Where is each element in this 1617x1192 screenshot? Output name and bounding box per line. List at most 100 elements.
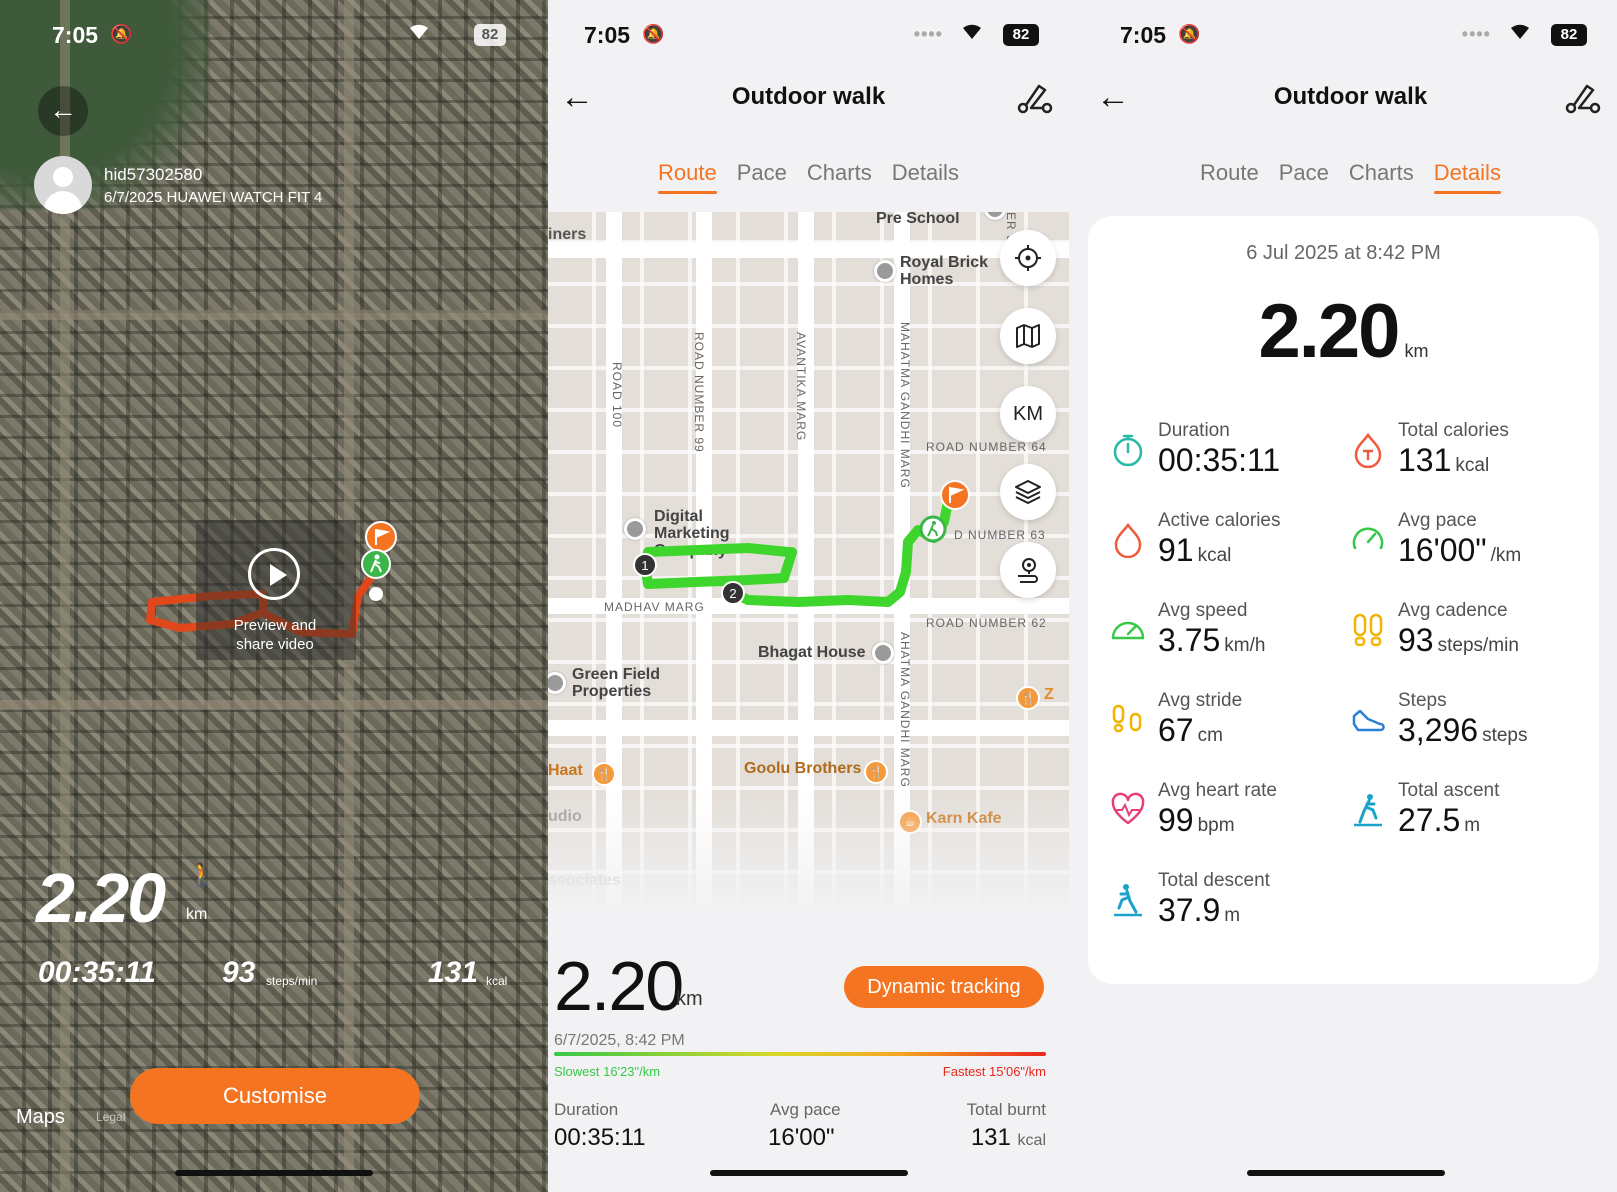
metric-value: 3,296 steps xyxy=(1398,712,1528,749)
avatar xyxy=(34,156,92,214)
poi-pin[interactable] xyxy=(874,260,896,282)
tab-pace[interactable]: Pace xyxy=(736,160,787,185)
road-avantika xyxy=(798,212,814,912)
marker-1-label: 1 xyxy=(641,558,648,573)
poi-pin[interactable] xyxy=(548,672,566,694)
poi-label-line: Homes xyxy=(900,271,954,288)
metric-value: 91 kcal xyxy=(1158,532,1231,569)
location-route-button[interactable] xyxy=(1000,542,1056,598)
bell-muted-icon: 🔕 xyxy=(1178,24,1201,44)
poi-pin[interactable] xyxy=(624,518,646,540)
tab-details[interactable]: Details xyxy=(891,160,959,185)
share-calories-unit: kcal xyxy=(486,974,508,988)
total-distance-unit: km xyxy=(676,988,703,1010)
home-indicator[interactable] xyxy=(175,1170,373,1176)
customise-button[interactable]: Customise xyxy=(130,1068,420,1124)
restaurant-icon[interactable]: 🍴 xyxy=(592,762,616,786)
road xyxy=(60,0,70,1192)
descent-icon xyxy=(1114,884,1142,917)
home-indicator[interactable] xyxy=(1247,1170,1445,1176)
metric-number: 67 xyxy=(1158,712,1194,748)
footprints-icon xyxy=(1353,613,1383,647)
road-99 xyxy=(696,212,712,912)
metric-total-ascent: Total ascent 27.5 m xyxy=(1350,780,1580,850)
road xyxy=(0,310,548,320)
metric-value: 131 kcal xyxy=(1398,442,1489,479)
battery-icon: 82 xyxy=(1003,24,1039,46)
play-icon[interactable] xyxy=(248,548,300,600)
shoe-icon xyxy=(1352,709,1385,732)
tab-pace[interactable]: Pace xyxy=(1278,160,1329,185)
road-label: ROAD NUMBER 64 xyxy=(926,440,1047,454)
home-indicator[interactable] xyxy=(710,1170,908,1176)
metric-number: 91 xyxy=(1158,532,1194,568)
metric-number: 27.5 xyxy=(1398,802,1461,838)
preview-label-line1: Preview and xyxy=(233,617,317,634)
poi-label-line: Properties xyxy=(572,683,652,700)
metric-unit: kcal xyxy=(1197,545,1232,566)
route-share-icon[interactable] xyxy=(1563,80,1603,116)
total-distance: 2.20 km xyxy=(1088,288,1599,375)
metric-number: 3,296 xyxy=(1398,712,1479,748)
layers-button[interactable] xyxy=(1000,464,1056,520)
avg-pace-value: 16'00" xyxy=(768,1124,835,1151)
user-name: hid57302580 xyxy=(104,165,203,184)
start-walker-icon xyxy=(361,549,391,579)
details-panel: 7:05 🔕 •••• 82 ← Outdoor walk Route Pace C… xyxy=(1084,0,1617,1192)
dynamic-tracking-button[interactable]: Dynamic tracking xyxy=(844,966,1044,1008)
metric-label: Avg heart rate xyxy=(1158,780,1278,801)
tab-route[interactable]: Route xyxy=(1200,160,1259,185)
status-time: 7:05 xyxy=(584,22,631,48)
cafe-icon[interactable]: ☕ xyxy=(898,810,922,834)
metric-unit: kcal xyxy=(1455,455,1490,476)
marker-1[interactable]: 1 xyxy=(632,552,658,578)
start-walker-icon[interactable] xyxy=(918,514,948,544)
road-label: AHATMA GANDHI MARG xyxy=(898,632,912,788)
metric-value: 93 steps/min xyxy=(1398,622,1519,659)
flame-icon xyxy=(1114,522,1142,558)
tab-charts[interactable]: Charts xyxy=(806,160,872,185)
distance-value: 2.20 xyxy=(1258,289,1401,374)
metric-label: Active calories xyxy=(1158,510,1281,531)
poi-pin[interactable] xyxy=(872,642,894,664)
legal-link[interactable]: Legal xyxy=(96,1110,126,1124)
finish-flag-icon[interactable] xyxy=(938,478,972,518)
battery-icon: 82 xyxy=(1551,24,1587,46)
tab-route[interactable]: Route xyxy=(658,160,717,194)
map-type-button[interactable] xyxy=(1000,308,1056,364)
back-button[interactable]: ← xyxy=(1096,78,1140,118)
avg-pace-label: Avg pace xyxy=(770,1100,841,1119)
total-distance: 2.20 xyxy=(554,947,684,1025)
wifi-icon xyxy=(961,22,983,46)
tab-charts[interactable]: Charts xyxy=(1348,160,1414,185)
road-label: AVANTIKA MARG xyxy=(794,332,808,442)
preview-share-label[interactable]: Preview and share video xyxy=(210,616,340,654)
back-button[interactable]: ← xyxy=(38,86,88,136)
road-label: ROAD 100 xyxy=(610,362,624,429)
tab-details[interactable]: Details xyxy=(1433,160,1502,194)
wifi-icon xyxy=(1509,22,1531,46)
restaurant-icon[interactable]: 🍴 xyxy=(864,760,888,784)
metric-label: Total calories xyxy=(1398,420,1509,441)
metric-avg-cadence: Avg cadence 93 steps/min xyxy=(1350,600,1580,670)
road-label: ROAD NUMBER 62 xyxy=(926,616,1047,630)
poi-label: Pre School xyxy=(876,212,960,227)
km-marker-button[interactable]: KM xyxy=(1000,386,1056,442)
metric-label: Avg cadence xyxy=(1398,600,1508,621)
preview-label-line2: share video xyxy=(236,636,314,653)
arrow-left-icon: ← xyxy=(49,94,77,125)
metric-number: 131 xyxy=(1398,442,1452,478)
back-button[interactable]: ← xyxy=(560,78,604,118)
marker-2[interactable]: 2 xyxy=(720,580,746,606)
metric-avg-heart-rate: Avg heart rate 99 bpm xyxy=(1110,780,1340,850)
restaurant-icon[interactable]: 🍴 xyxy=(1016,686,1040,710)
distance-unit: km xyxy=(1404,341,1429,361)
recenter-button[interactable] xyxy=(1000,230,1056,286)
poi-label-line: Marketing xyxy=(654,525,730,542)
route-share-icon[interactable] xyxy=(1015,80,1055,116)
route-map[interactable]: Pre School iners Royal Brick Homes Digita… xyxy=(548,212,1069,912)
road-100 xyxy=(606,212,622,912)
metric-label: Steps xyxy=(1398,690,1447,711)
status-time: 7:05 xyxy=(1120,22,1167,48)
maps-label: Maps xyxy=(16,1106,65,1128)
